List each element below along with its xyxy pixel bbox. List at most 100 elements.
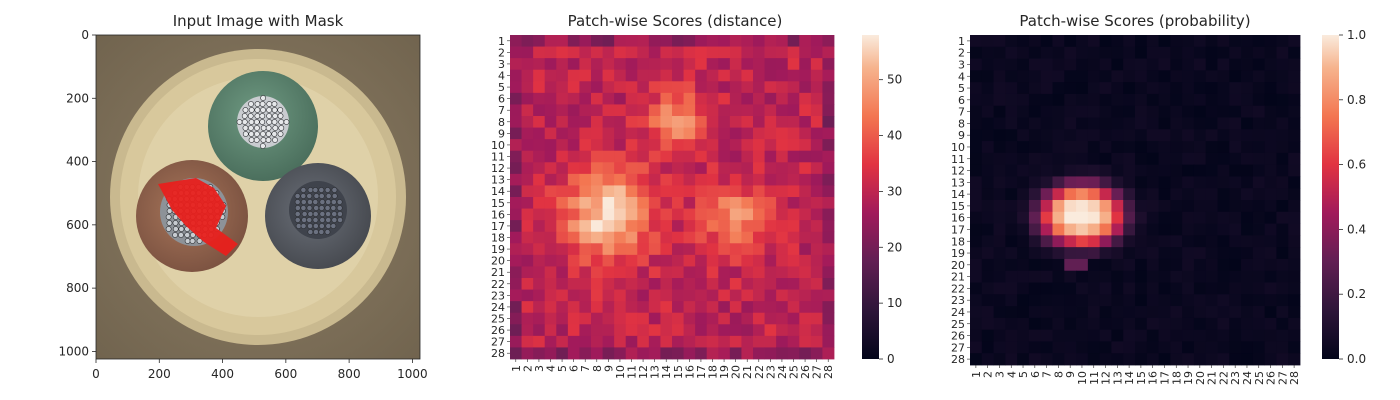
heatmap-cell: [1241, 282, 1254, 295]
heatmap-cell: [683, 81, 696, 94]
heatmap-cell: [1276, 129, 1289, 142]
heatmap-cell: [533, 81, 546, 94]
heatmap-cell: [1087, 82, 1101, 95]
heatmap-cell: [1017, 329, 1030, 342]
heatmap-cell: [1146, 141, 1159, 154]
heatmap-cell: [1264, 82, 1277, 95]
col-label: 17: [1158, 371, 1171, 385]
heatmap-cell: [579, 127, 592, 140]
heatmap-cell: [981, 235, 994, 248]
heatmap-cell: [510, 58, 522, 71]
heatmap-cell: [614, 301, 627, 314]
heatmap-cell: [544, 81, 557, 94]
heatmap-cell: [1135, 270, 1148, 283]
col-label: 1: [970, 371, 983, 378]
heatmap-cell: [591, 127, 603, 140]
heatmap-cell: [637, 58, 650, 71]
heatmap-cell: [810, 347, 823, 360]
heatmap-cell: [1040, 93, 1053, 107]
heatmap-cell: [1076, 294, 1089, 307]
heatmap-cell: [810, 92, 823, 105]
heatmap-cell: [556, 208, 569, 221]
heatmap-cell: [591, 116, 603, 128]
heatmap-cell: [1111, 176, 1124, 189]
heatmap-cell: [729, 254, 742, 267]
heatmap-cell: [1182, 282, 1195, 295]
heatmap-cell: [556, 58, 569, 71]
heatmap-cell: [799, 312, 812, 325]
heatmap-cell: [787, 162, 800, 175]
heatmap-cell: [1135, 211, 1148, 224]
col-label: 11: [1088, 371, 1101, 385]
heatmap-cell: [1252, 200, 1266, 213]
heatmap-cell: [521, 312, 534, 325]
heatmap-cell: [579, 116, 592, 128]
heatmap-cell: [695, 278, 708, 290]
col-label: 4: [1005, 371, 1018, 378]
heatmap-cell: [1217, 93, 1230, 107]
row-label: 19: [491, 243, 505, 256]
heatmap-cell: [810, 278, 823, 290]
heatmap-cell: [1040, 317, 1053, 331]
heatmap-cell: [1158, 35, 1171, 48]
heatmap-cell: [567, 220, 580, 233]
col-label: 9: [1064, 371, 1077, 378]
heatmap-cell: [567, 208, 580, 221]
heatmap-cell: [1087, 223, 1101, 236]
x-tick-label: 600: [274, 367, 297, 381]
heatmap-cell: [1135, 294, 1148, 307]
heatmap-cell: [1205, 353, 1218, 366]
heatmap-cell: [1099, 211, 1112, 224]
heatmap-cell: [521, 46, 534, 59]
heatmap-cell: [822, 335, 835, 348]
heatmap-cell: [764, 301, 777, 314]
heatmap-cell: [1252, 129, 1266, 142]
heatmap-cell: [579, 162, 592, 175]
heatmap-cell: [1087, 35, 1101, 48]
heatmap-cell: [1252, 282, 1266, 295]
heatmap-cell: [1288, 223, 1301, 236]
row-label: 24: [951, 306, 965, 319]
col-label: 15: [1135, 371, 1148, 385]
heatmap-cell: [718, 266, 731, 279]
heatmap-cell: [1182, 258, 1195, 272]
heatmap-cell: [510, 347, 522, 360]
heatmap-cell: [1076, 200, 1089, 213]
heatmap-cell: [764, 231, 777, 244]
heatmap-cell: [579, 104, 592, 117]
heatmap-cell: [533, 266, 546, 279]
heatmap-cell: [1040, 129, 1053, 142]
row-label: 28: [491, 347, 505, 360]
heatmap-cell: [1229, 152, 1242, 166]
col-label: 23: [1229, 371, 1242, 385]
heatmap-cell: [729, 104, 742, 117]
heatmap-cell: [1005, 70, 1018, 83]
heatmap-cell: [993, 58, 1006, 71]
heatmap-cell: [637, 197, 650, 209]
heatmap-cell: [1028, 235, 1042, 248]
heatmap-cell: [556, 324, 569, 337]
heatmap-cell: [660, 312, 673, 325]
heatmap-cell: [1146, 188, 1159, 201]
heatmap-cell: [672, 58, 684, 71]
distance-heatmap-cells: [510, 35, 835, 360]
heatmap-cell: [787, 69, 800, 82]
heatmap-cell: [660, 185, 673, 198]
heatmap-cell: [1146, 82, 1159, 95]
row-label: 7: [958, 106, 965, 119]
heatmap-cell: [1170, 35, 1183, 48]
heatmap-cell: [533, 185, 546, 198]
heatmap-cell: [1052, 129, 1065, 142]
col-label: 21: [1206, 371, 1219, 385]
heatmap-cell: [1087, 117, 1101, 130]
heatmap-cell: [1076, 105, 1089, 118]
heatmap-cell: [510, 335, 522, 348]
heatmap-cell: [1205, 176, 1218, 189]
heatmap-cell: [1229, 353, 1242, 366]
colorbar-tick-label: 0.0: [1347, 352, 1366, 366]
heatmap-cell: [1076, 353, 1089, 366]
heatmap-cell: [1288, 341, 1301, 354]
heatmap-cell: [706, 266, 719, 279]
heatmap-cell: [764, 220, 777, 233]
